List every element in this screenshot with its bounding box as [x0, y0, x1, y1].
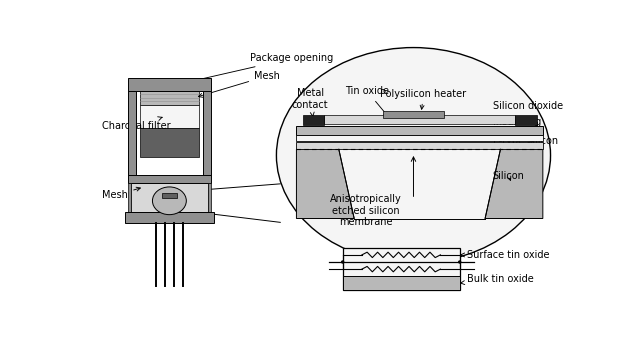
Bar — [162, 193, 177, 198]
Text: Anisotropically
etched silicon
membrane: Anisotropically etched silicon membrane — [330, 194, 401, 227]
Circle shape — [341, 260, 344, 264]
Text: Metal
contact: Metal contact — [292, 88, 328, 116]
Text: Insulating
layer: Insulating layer — [493, 117, 541, 138]
Text: Polysilicon heater: Polysilicon heater — [380, 89, 467, 109]
Bar — [125, 212, 214, 223]
Bar — [342, 248, 460, 290]
Bar — [204, 91, 211, 175]
Circle shape — [458, 260, 462, 264]
Ellipse shape — [152, 187, 186, 215]
Text: Charcoal filter: Charcoal filter — [103, 117, 171, 131]
Bar — [297, 135, 543, 141]
Text: Tin oxide: Tin oxide — [346, 87, 389, 116]
Text: Silicon dioxide: Silicon dioxide — [493, 101, 563, 127]
Bar — [342, 276, 460, 290]
Bar — [324, 115, 515, 124]
Bar — [128, 78, 211, 91]
Bar — [515, 115, 536, 125]
Bar — [128, 91, 136, 175]
Text: Bulk tin oxide: Bulk tin oxide — [461, 274, 534, 285]
Text: P-type silicon: P-type silicon — [493, 137, 558, 147]
Bar — [128, 175, 211, 183]
Bar — [140, 91, 198, 105]
Bar — [297, 126, 543, 135]
Bar — [140, 128, 198, 157]
Text: Package opening: Package opening — [181, 53, 333, 85]
Text: Mesh: Mesh — [198, 71, 280, 97]
Bar — [383, 111, 444, 118]
Bar — [208, 183, 211, 212]
Polygon shape — [485, 149, 543, 218]
Text: Silicon: Silicon — [493, 171, 525, 181]
Bar — [140, 105, 198, 128]
Bar — [131, 183, 208, 212]
Text: Mesh: Mesh — [103, 187, 140, 200]
Bar — [128, 183, 131, 212]
Bar — [302, 115, 324, 125]
Bar — [297, 141, 543, 149]
Ellipse shape — [276, 48, 550, 263]
Polygon shape — [297, 149, 354, 218]
Text: Surface tin oxide: Surface tin oxide — [461, 250, 550, 260]
